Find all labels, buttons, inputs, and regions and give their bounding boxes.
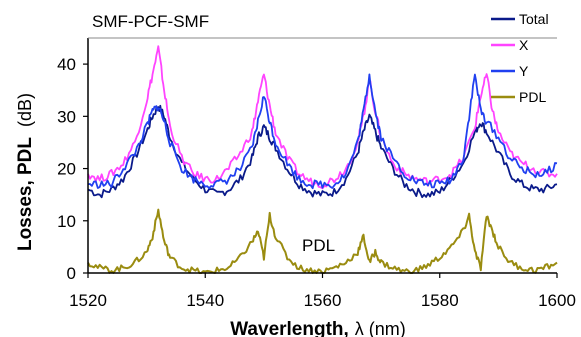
x-tick-label: 1560 xyxy=(304,291,342,310)
x-axis-title-main: Waverlength, xyxy=(230,319,349,337)
chart-title: SMF-PCF-SMF xyxy=(92,12,209,31)
x-tick-label: 1540 xyxy=(186,291,224,310)
legend-label: X xyxy=(519,37,529,53)
legend-label: PDL xyxy=(519,89,546,105)
y-tick-label: 30 xyxy=(57,107,76,126)
pdl-annotation: PDL xyxy=(302,236,335,255)
legend-label: Y xyxy=(519,63,529,79)
x-tick-label: 1580 xyxy=(421,291,459,310)
y-tick-label: 10 xyxy=(57,212,76,231)
legend-label: Total xyxy=(519,11,549,27)
x-axis-title: Waverlength, λ (nm) xyxy=(230,319,406,337)
y-axis-title: Losses, PDL (dB) xyxy=(15,93,36,251)
x-ticks: 1520 1540 1560 1580 1600 xyxy=(69,273,576,310)
x-tick-label: 1520 xyxy=(69,291,107,310)
y-axis-title-main: Losses, PDL xyxy=(15,137,36,251)
y-tick-label: 40 xyxy=(57,55,76,74)
y-tick-label: 20 xyxy=(57,160,76,179)
series-line xyxy=(87,73,558,190)
plot-lines xyxy=(87,45,558,274)
legend: Total XY PDL xyxy=(491,11,549,105)
y-axis-title-unit: (dB) xyxy=(15,93,35,127)
x-axis-title-symbol: λ xyxy=(355,319,364,337)
y-ticks: 0 10 20 30 40 xyxy=(57,55,88,283)
series-line xyxy=(87,208,558,274)
x-tick-label: 1600 xyxy=(538,291,576,310)
x-axis-title-unit: (nm) xyxy=(369,319,406,337)
y-tick-label: 0 xyxy=(67,264,76,283)
